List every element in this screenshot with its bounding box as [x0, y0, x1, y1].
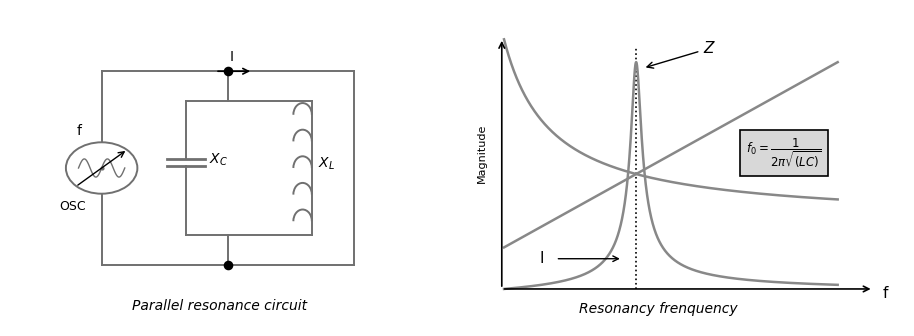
Text: f: f	[77, 124, 81, 138]
Text: Parallel resonance circuit: Parallel resonance circuit	[132, 299, 307, 313]
Point	[220, 262, 235, 267]
Text: Z: Z	[647, 41, 714, 68]
Text: I: I	[230, 50, 234, 64]
Text: OSC: OSC	[59, 200, 86, 213]
Text: f: f	[882, 286, 887, 301]
Text: $f_0 = \dfrac{1}{2\pi\sqrt{(LC)}}$: $f_0 = \dfrac{1}{2\pi\sqrt{(LC)}}$	[746, 136, 822, 170]
Text: $X_C$: $X_C$	[209, 152, 228, 168]
Point	[220, 69, 235, 74]
Text: Magnitude: Magnitude	[476, 123, 486, 182]
Text: $X_L$: $X_L$	[318, 156, 335, 172]
Text: I: I	[540, 251, 545, 266]
Text: Resonancy frenquency: Resonancy frenquency	[579, 302, 738, 316]
